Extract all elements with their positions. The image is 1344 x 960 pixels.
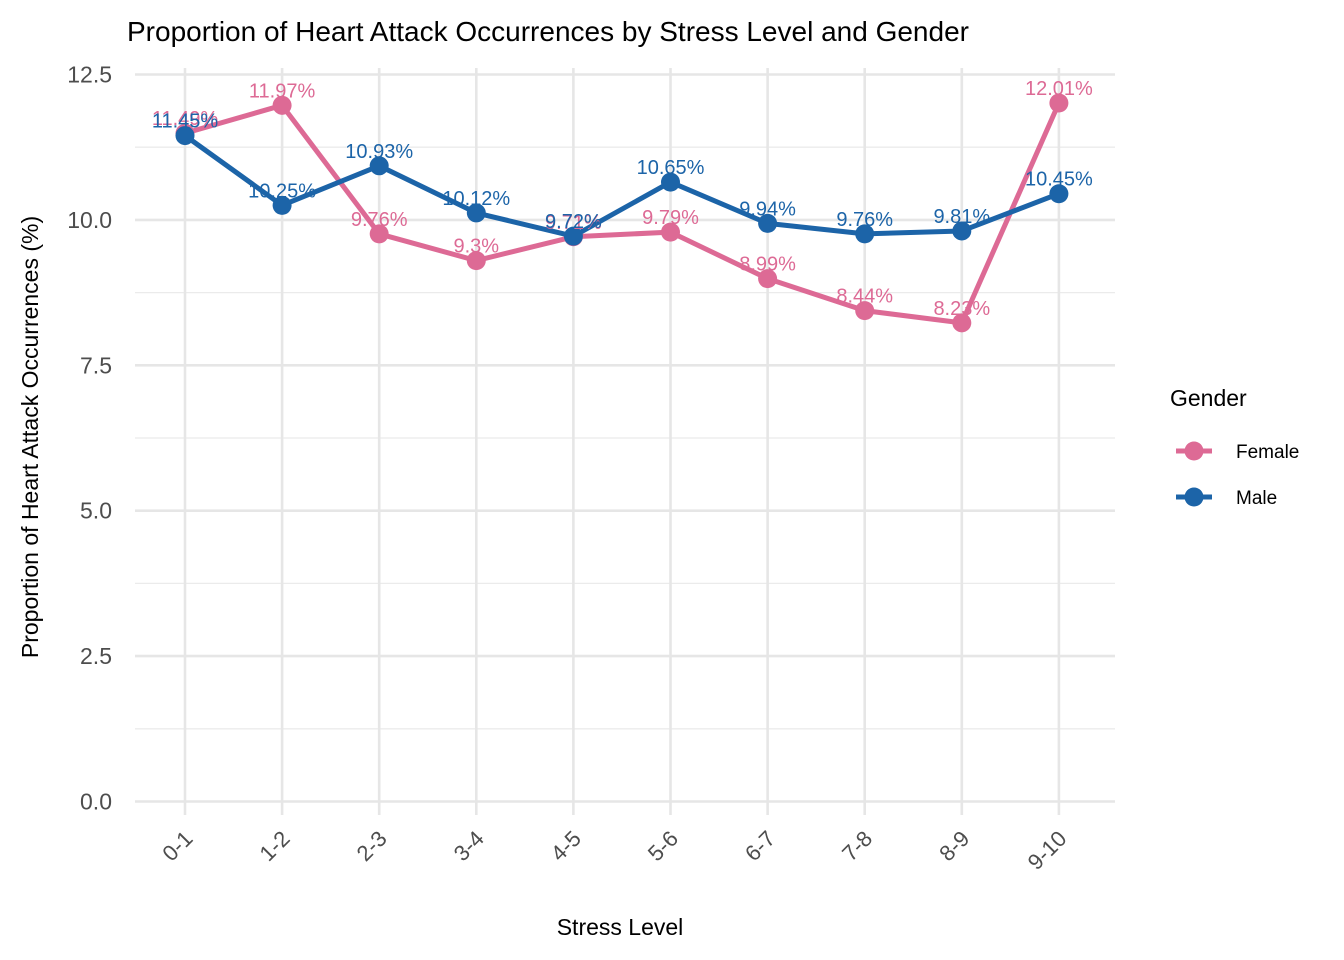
legend-item-female: Female [1176, 441, 1299, 463]
data-point-male [661, 172, 680, 192]
data-label-female: 11.49% [152, 108, 219, 130]
x-tick-label: 2-3 [352, 826, 392, 866]
data-label-female: 8.99% [739, 254, 796, 276]
x-tick-label: 7-8 [837, 826, 877, 866]
data-label-male: 10.25% [248, 180, 316, 202]
data-point-female [272, 95, 292, 115]
data-label-male: 9.94% [739, 198, 796, 220]
data-point-female [952, 313, 972, 333]
x-tick-label: 0-1 [157, 826, 197, 866]
data-point-female [855, 301, 875, 321]
data-label-male: 10.12% [442, 188, 510, 210]
data-label-female: 9.3% [454, 236, 500, 258]
legend-point-female [1184, 441, 1204, 461]
series-line-female [182, 100, 1062, 326]
x-tick-label: 6-7 [740, 826, 780, 866]
data-point-female [466, 251, 486, 271]
y-tick-label: 2.5 [80, 643, 112, 669]
x-tick-label: 4-5 [546, 826, 586, 866]
y-tick-label: 0.0 [80, 789, 112, 815]
data-label-male: 10.93% [345, 141, 413, 163]
data-point-male [855, 224, 875, 244]
data-label-male: 9.72% [545, 211, 602, 233]
data-label-male: 10.45% [1025, 169, 1093, 191]
y-axis-ticks: 0.0 2.5 5.0 7.5 10.0 12.5 [67, 62, 112, 815]
data-label-male: 10.65% [637, 157, 705, 179]
chart-title: Proportion of Heart Attack Occurrences b… [127, 16, 969, 47]
x-tick-label: 1-2 [254, 826, 294, 866]
x-tick-label: 9-10 [1023, 826, 1072, 875]
x-tick-label: 5-6 [643, 826, 683, 866]
data-point-female [369, 224, 389, 244]
legend-items: Female Male [1176, 441, 1299, 509]
legend: Gender Female Male [1170, 385, 1299, 509]
data-label-male: 9.81% [933, 206, 990, 228]
data-point-male [952, 221, 972, 241]
data-point-male [1049, 184, 1069, 204]
legend-point-male [1184, 487, 1204, 507]
data-label-female: 12.01% [1025, 78, 1093, 100]
y-axis-label: Proportion of Heart Attack Occurrences (… [17, 216, 43, 658]
y-tick-label: 12.5 [67, 62, 112, 88]
data-point-male [758, 213, 778, 233]
data-point-male [369, 156, 389, 176]
data-label-female: 11.97% [249, 80, 316, 102]
data-point-female [1049, 93, 1069, 113]
data-labels: 11.49% 11.97% 9.76% 9.3% 9.71% 9.79% 8.99% 8.44… [152, 78, 1093, 320]
legend-label-male: Male [1236, 488, 1277, 509]
y-tick-label: 5.0 [80, 498, 112, 524]
data-point-male [466, 203, 486, 223]
data-label-female: 8.44% [836, 286, 893, 308]
data-label-female: 9.76% [351, 209, 408, 231]
series-lines [182, 100, 1062, 326]
legend-label-female: Female [1236, 442, 1299, 463]
legend-title: Gender [1170, 385, 1247, 411]
data-point-male [272, 195, 292, 215]
grid-lines [135, 68, 1115, 815]
data-point-male [175, 126, 195, 146]
data-point-male [563, 226, 583, 246]
data-label-female: 9.79% [642, 207, 699, 229]
data-point-female [758, 269, 778, 289]
x-axis-ticks: 0-1 1-2 2-3 3-4 4-5 5-6 6-7 7-8 8-9 9-10 [157, 826, 1071, 875]
x-axis-label: Stress Level [557, 914, 684, 940]
y-tick-label: 10.0 [67, 207, 112, 233]
series-line-male [182, 133, 1062, 239]
data-label-female: 8.23% [933, 298, 990, 320]
series-points [175, 93, 1069, 333]
x-tick-label: 8-9 [934, 826, 974, 866]
legend-item-male: Male [1176, 487, 1277, 509]
y-tick-label: 7.5 [80, 352, 112, 378]
data-point-female [661, 222, 680, 242]
data-label-male: 11.45% [152, 111, 219, 133]
x-tick-label: 3-4 [449, 826, 489, 866]
data-label-male: 9.76% [836, 209, 893, 231]
data-label-female: 9.71% [545, 212, 602, 234]
